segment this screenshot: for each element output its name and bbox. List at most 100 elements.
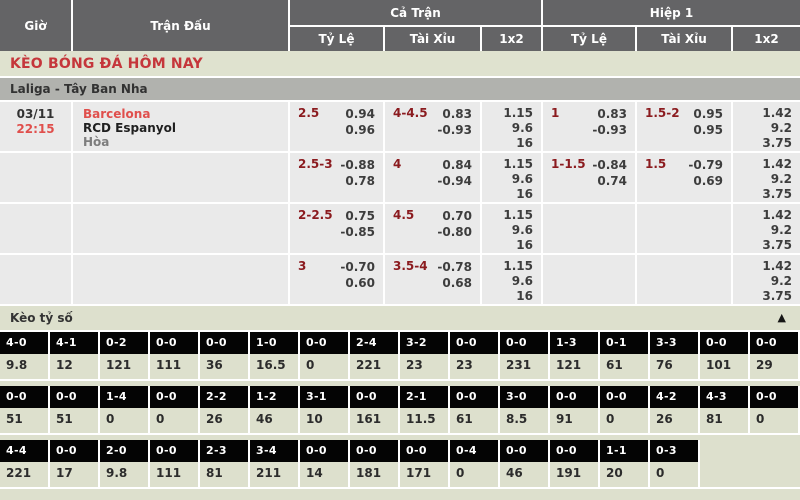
half-1x2-away[interactable]: 9.2 xyxy=(770,274,792,288)
half-over-odd[interactable]: -0.79 xyxy=(688,158,723,172)
score-odds-cell[interactable]: 2-2 26 xyxy=(200,386,250,435)
full-over-odd[interactable]: 0.83 xyxy=(442,107,472,121)
score-odds-cell[interactable]: 0-0 181 xyxy=(350,440,400,489)
score-odds-cell[interactable]: 2-3 81 xyxy=(200,440,250,489)
full-handicap-cell[interactable]: 2.5 0.94 0.96 xyxy=(290,102,385,153)
score-odds-cell[interactable]: 0-2 121 xyxy=(100,332,150,381)
score-odds-cell[interactable]: 4-1 12 xyxy=(50,332,100,381)
full-under-odd[interactable]: -0.94 xyxy=(437,174,472,188)
score-odds-cell[interactable]: 0-0 14 xyxy=(300,440,350,489)
score-odds-cell[interactable]: 0-0 29 xyxy=(750,332,800,381)
half-overunder-cell[interactable]: 1.5 -0.79 0.69 xyxy=(637,153,733,204)
half-overunder-cell[interactable] xyxy=(637,204,733,255)
score-odds-cell[interactable]: 4-2 26 xyxy=(650,386,700,435)
half-1x2-draw[interactable]: 3.75 xyxy=(762,136,792,150)
half-1x2-cell[interactable]: 1.42 9.2 3.75 xyxy=(733,153,800,204)
full-handicap-odd-bottom[interactable]: 0.96 xyxy=(345,123,375,137)
full-overunder-cell[interactable]: 3.5-4 -0.78 0.68 xyxy=(385,255,482,306)
full-1x2-cell[interactable]: 1.15 9.6 16 xyxy=(482,204,543,255)
half-1x2-draw[interactable]: 3.75 xyxy=(762,238,792,252)
full-handicap-odd-bottom[interactable]: -0.85 xyxy=(340,225,375,239)
league-header[interactable]: Laliga - Tây Ban Nha xyxy=(0,78,800,102)
score-odds-cell[interactable]: 0-0 101 xyxy=(700,332,750,381)
half-overunder-cell[interactable]: 1.5-2 0.95 0.95 xyxy=(637,102,733,153)
score-odds-cell[interactable]: 3-0 8.5 xyxy=(500,386,550,435)
full-handicap-cell[interactable]: 3 -0.70 0.60 xyxy=(290,255,385,306)
score-odds-cell[interactable] xyxy=(700,440,750,489)
full-handicap-odd-bottom[interactable]: 0.60 xyxy=(345,276,375,290)
collapse-arrow-icon[interactable]: ▲ xyxy=(777,311,786,324)
full-under-odd[interactable]: 0.68 xyxy=(442,276,472,290)
full-handicap-cell[interactable]: 2.5-3 -0.88 0.78 xyxy=(290,153,385,204)
full-under-odd[interactable]: -0.93 xyxy=(437,123,472,137)
full-1x2-home[interactable]: 1.15 xyxy=(503,106,533,120)
half-1x2-home[interactable]: 1.42 xyxy=(762,106,792,120)
score-odds-cell[interactable]: 1-4 0 xyxy=(100,386,150,435)
score-odds-cell[interactable]: 0-0 111 xyxy=(150,440,200,489)
score-odds-cell[interactable]: 0-1 61 xyxy=(600,332,650,381)
score-odds-cell[interactable]: 4-0 9.8 xyxy=(0,332,50,381)
score-odds-cell[interactable]: 3-3 76 xyxy=(650,332,700,381)
full-handicap-cell[interactable]: 2-2.5 0.75 -0.85 xyxy=(290,204,385,255)
half-1x2-draw[interactable]: 3.75 xyxy=(762,289,792,303)
full-1x2-away[interactable]: 9.6 xyxy=(511,121,533,135)
score-odds-cell[interactable]: 4-4 221 xyxy=(0,440,50,489)
score-odds-cell[interactable]: 0-0 36 xyxy=(200,332,250,381)
full-under-odd[interactable]: -0.80 xyxy=(437,225,472,239)
score-odds-cell[interactable]: 1-0 16.5 xyxy=(250,332,300,381)
full-1x2-away[interactable]: 9.6 xyxy=(511,274,533,288)
full-overunder-cell[interactable]: 4.5 0.70 -0.80 xyxy=(385,204,482,255)
score-odds-cell[interactable]: 0-0 111 xyxy=(150,332,200,381)
half-handicap-cell[interactable]: 1-1.5 -0.84 0.74 xyxy=(543,153,637,204)
full-handicap-odd-top[interactable]: 0.75 xyxy=(345,209,375,223)
full-1x2-draw[interactable]: 16 xyxy=(516,187,533,201)
full-1x2-draw[interactable]: 16 xyxy=(516,136,533,150)
score-odds-cell[interactable]: 1-2 46 xyxy=(250,386,300,435)
half-handicap-odd-bottom[interactable]: 0.74 xyxy=(597,174,627,188)
score-odds-cell[interactable]: 2-1 11.5 xyxy=(400,386,450,435)
score-odds-cell[interactable]: 0-0 17 xyxy=(50,440,100,489)
half-overunder-cell[interactable] xyxy=(637,255,733,306)
score-odds-cell[interactable]: 0-0 23 xyxy=(450,332,500,381)
full-handicap-odd-top[interactable]: 0.94 xyxy=(345,107,375,121)
full-handicap-odd-bottom[interactable]: 0.78 xyxy=(345,174,375,188)
full-1x2-away[interactable]: 9.6 xyxy=(511,223,533,237)
score-odds-cell[interactable]: 0-0 46 xyxy=(500,440,550,489)
full-1x2-home[interactable]: 1.15 xyxy=(503,157,533,171)
score-odds-cell[interactable]: 0-0 61 xyxy=(450,386,500,435)
half-handicap-cell[interactable] xyxy=(543,255,637,306)
half-handicap-odd-bottom[interactable]: -0.93 xyxy=(592,123,627,137)
score-odds-cell[interactable]: 0-4 0 xyxy=(450,440,500,489)
score-odds-cell[interactable]: 4-3 81 xyxy=(700,386,750,435)
full-1x2-cell[interactable]: 1.15 9.6 16 xyxy=(482,153,543,204)
score-odds-cell[interactable]: 0-0 161 xyxy=(350,386,400,435)
half-under-odd[interactable]: 0.95 xyxy=(693,123,723,137)
score-odds-cell[interactable]: 0-0 0 xyxy=(750,386,800,435)
score-odds-cell[interactable]: 0-0 0 xyxy=(300,332,350,381)
score-odds-cell[interactable]: 3-4 211 xyxy=(250,440,300,489)
score-odds-cell[interactable]: 0-0 0 xyxy=(600,386,650,435)
score-odds-cell[interactable]: 0-0 51 xyxy=(0,386,50,435)
half-handicap-cell[interactable]: 1 0.83 -0.93 xyxy=(543,102,637,153)
half-over-odd[interactable]: 0.95 xyxy=(693,107,723,121)
score-odds-cell[interactable]: 0-0 0 xyxy=(150,386,200,435)
full-handicap-odd-top[interactable]: -0.88 xyxy=(340,158,375,172)
score-odds-cell[interactable]: 0-0 91 xyxy=(550,386,600,435)
score-odds-cell[interactable]: 3-1 10 xyxy=(300,386,350,435)
score-odds-cell[interactable]: 1-1 20 xyxy=(600,440,650,489)
full-1x2-draw[interactable]: 16 xyxy=(516,238,533,252)
half-1x2-cell[interactable]: 1.42 9.2 3.75 xyxy=(733,102,800,153)
score-odds-cell[interactable]: 0-3 0 xyxy=(650,440,700,489)
full-1x2-draw[interactable]: 16 xyxy=(516,289,533,303)
half-1x2-home[interactable]: 1.42 xyxy=(762,157,792,171)
half-1x2-home[interactable]: 1.42 xyxy=(762,208,792,222)
score-odds-cell[interactable]: 0-0 171 xyxy=(400,440,450,489)
half-handicap-odd-top[interactable]: 0.83 xyxy=(597,107,627,121)
full-overunder-cell[interactable]: 4-4.5 0.83 -0.93 xyxy=(385,102,482,153)
full-1x2-cell[interactable]: 1.15 9.6 16 xyxy=(482,255,543,306)
half-1x2-draw[interactable]: 3.75 xyxy=(762,187,792,201)
full-overunder-cell[interactable]: 4 0.84 -0.94 xyxy=(385,153,482,204)
half-1x2-away[interactable]: 9.2 xyxy=(770,223,792,237)
score-odds-cell[interactable]: 3-2 23 xyxy=(400,332,450,381)
full-over-odd[interactable]: 0.84 xyxy=(442,158,472,172)
